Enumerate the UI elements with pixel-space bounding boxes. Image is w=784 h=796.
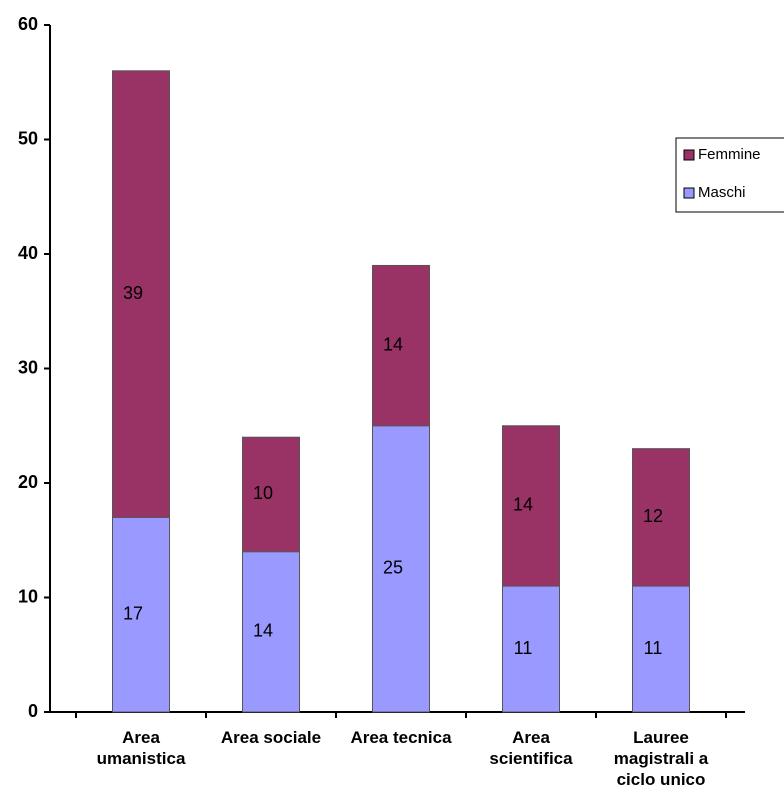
y-tick-label: 40 <box>18 243 38 263</box>
bar-segment <box>632 585 690 713</box>
bar-segment <box>112 70 170 518</box>
data-label: 11 <box>514 638 533 658</box>
bar-segment <box>242 436 300 553</box>
data-label: 14 <box>253 621 273 641</box>
y-tick-label: 50 <box>18 128 38 148</box>
x-tick-label: Area scientifica <box>489 728 573 768</box>
y-tick-label: 20 <box>18 472 38 492</box>
y-tick-label: 10 <box>18 586 38 606</box>
data-label: 10 <box>253 483 273 503</box>
bar-segment <box>632 448 690 587</box>
legend-label: Femmine <box>698 146 761 163</box>
bar-segment <box>502 425 560 587</box>
bar-segment <box>372 425 430 713</box>
y-tick-label: 30 <box>18 357 38 377</box>
data-label: 17 <box>123 603 143 623</box>
x-tick-label: Lauree magistrali a ciclo unico <box>614 728 709 789</box>
bar-segment <box>242 551 300 713</box>
y-tick-label: 60 <box>18 14 38 34</box>
data-label: 39 <box>123 283 143 303</box>
x-tick-label: Area sociale <box>221 728 321 747</box>
y-tick-label: 0 <box>28 701 38 721</box>
data-label: 11 <box>644 638 663 658</box>
data-label: 25 <box>383 558 403 578</box>
data-label: 14 <box>383 334 403 354</box>
legend-swatch <box>683 187 695 199</box>
x-tick-label: Area tecnica <box>350 728 452 747</box>
x-tick-label: Area umanistica <box>97 728 186 768</box>
bar-segment <box>372 264 430 427</box>
bar-segment <box>112 516 170 713</box>
data-label: 12 <box>643 506 663 526</box>
data-label: 14 <box>513 495 533 515</box>
legend-swatch <box>683 149 695 161</box>
legend-label: Maschi <box>698 184 746 201</box>
